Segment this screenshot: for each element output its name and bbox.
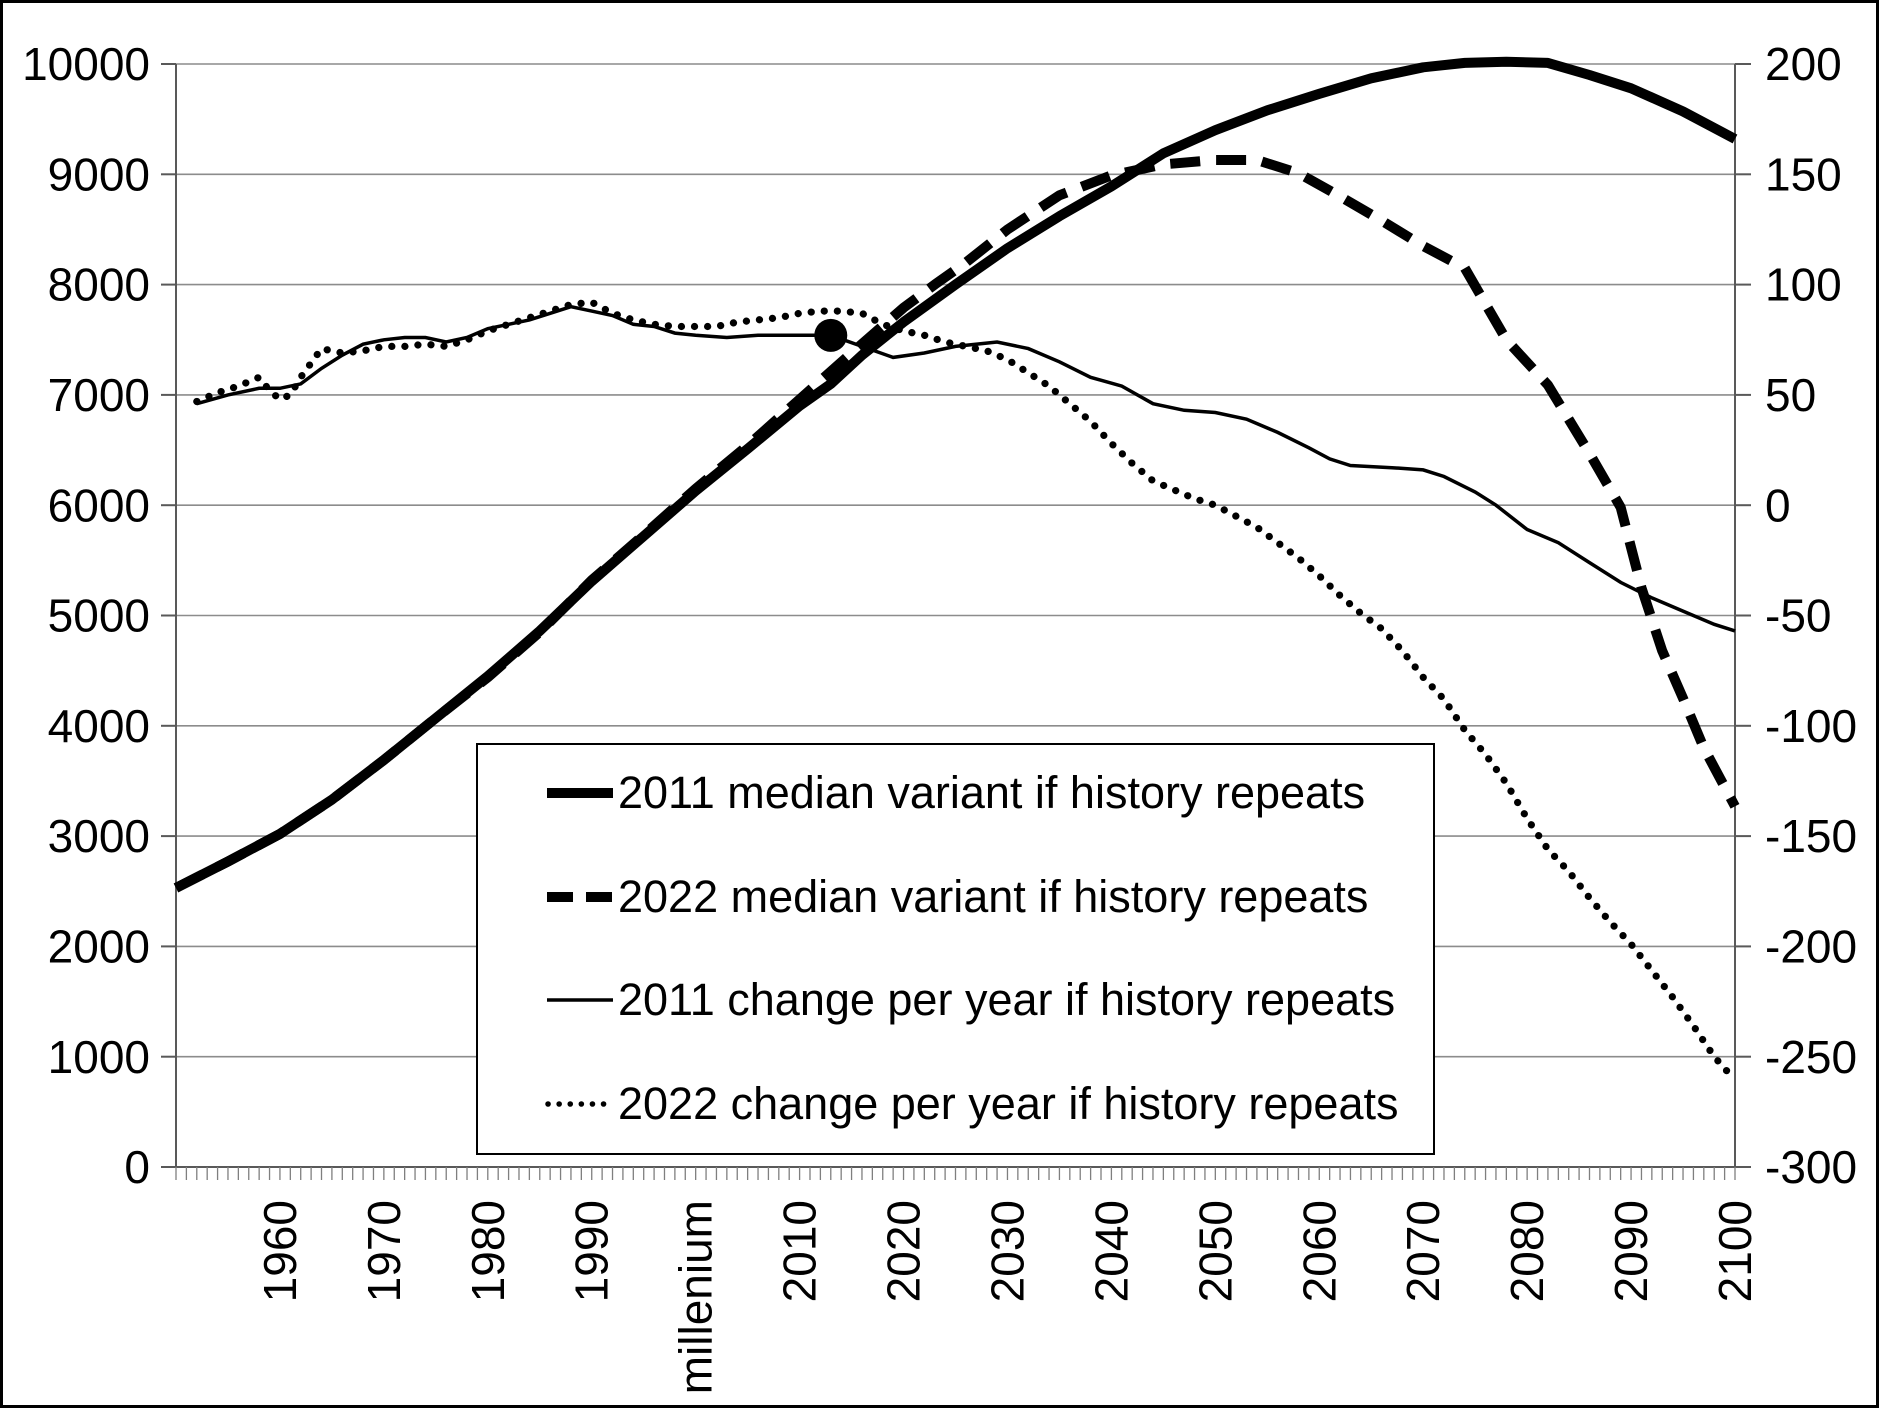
x-tick-label: 2090 (1605, 1200, 1657, 1302)
y-right-tick-label: -50 (1765, 590, 1831, 642)
y-right-tick-label: 150 (1765, 148, 1842, 200)
y-right-tick-label: 50 (1765, 369, 1816, 421)
legend-label-2011-median: 2011 median variant if history repeats (618, 767, 1366, 818)
legend-label-2022-median: 2022 median variant if history repeats (618, 870, 1369, 922)
y-left-tick-label: 6000 (48, 479, 150, 531)
y-left-tick-label: 2000 (48, 921, 150, 973)
legend-item-2022-change: 2022 change per year if history repeats (545, 1076, 1433, 1132)
x-tick-label: 2020 (878, 1200, 930, 1302)
axis-labels: 0100020003000400050006000700080009000100… (22, 38, 1857, 1394)
population-projection-chart: 0100020003000400050006000700080009000100… (22, 38, 1857, 1394)
y-right-tick-label: -200 (1765, 921, 1857, 973)
series-line-3 (193, 298, 1734, 1078)
y-right-tick-label: -300 (1765, 1141, 1857, 1193)
legend-label-2011-change: 2011 change per year if history repeats (618, 974, 1396, 1026)
y-left-tick-label: 10000 (22, 38, 150, 90)
x-tick-label: 1970 (358, 1200, 410, 1302)
y-right-tick-label: -100 (1765, 700, 1857, 752)
y-right-tick-label: 200 (1765, 38, 1842, 90)
y-left-tick-label: 5000 (48, 590, 150, 642)
legend-item-2011-median: 2011 median variant if history repeats (545, 765, 1433, 821)
x-tick-label: 1960 (254, 1200, 306, 1302)
x-tick-label: 1980 (462, 1200, 514, 1302)
legend-label-2022-change: 2022 change per year if history repeats (618, 1077, 1399, 1129)
y-left-tick-label: 3000 (48, 810, 150, 862)
thick-solid-line-sample (547, 788, 613, 798)
series-line-2 (196, 304, 1736, 633)
thin-solid-line-sample (547, 998, 613, 1003)
legend-item-2022-median: 2022 median variant if history repeats (545, 869, 1433, 925)
series-line-1 (173, 155, 1740, 893)
axis-ticks (161, 63, 1751, 1180)
dotted-line-sample (545, 1101, 615, 1107)
x-tick-label: 2070 (1397, 1200, 1449, 1302)
y-left-tick-label: 0 (124, 1141, 150, 1193)
legend-item-2011-change: 2011 change per year if history repeats (545, 972, 1433, 1028)
x-tick-label: 1990 (566, 1200, 618, 1302)
y-left-tick-label: 9000 (48, 148, 150, 200)
x-tick-label: 2050 (1189, 1200, 1241, 1302)
marker-dot (814, 318, 848, 352)
x-tick-label: 2010 (774, 1200, 826, 1302)
thick-dashed-line-sample (547, 891, 613, 902)
y-left-tick-label: 8000 (48, 259, 150, 311)
y-right-tick-label: 100 (1765, 259, 1842, 311)
x-tick-label: 2030 (981, 1200, 1033, 1302)
y-right-tick-label: -150 (1765, 810, 1857, 862)
x-tick-label: 2100 (1709, 1200, 1761, 1302)
y-left-tick-label: 1000 (48, 1031, 150, 1083)
y-right-tick-label: -250 (1765, 1031, 1857, 1083)
data-series (173, 56, 1740, 1078)
x-tick-label: 2040 (1085, 1200, 1137, 1302)
y-left-tick-label: 7000 (48, 369, 150, 421)
x-tick-label: millenium (670, 1200, 722, 1394)
y-left-tick-label: 4000 (48, 700, 150, 752)
data-point-marker (814, 318, 848, 352)
x-tick-label: 2080 (1501, 1200, 1553, 1302)
x-tick-label: 2060 (1293, 1200, 1345, 1302)
y-right-tick-label: 0 (1765, 479, 1791, 531)
chart-legend: 2011 median variant if history repeats 2… (476, 743, 1435, 1155)
